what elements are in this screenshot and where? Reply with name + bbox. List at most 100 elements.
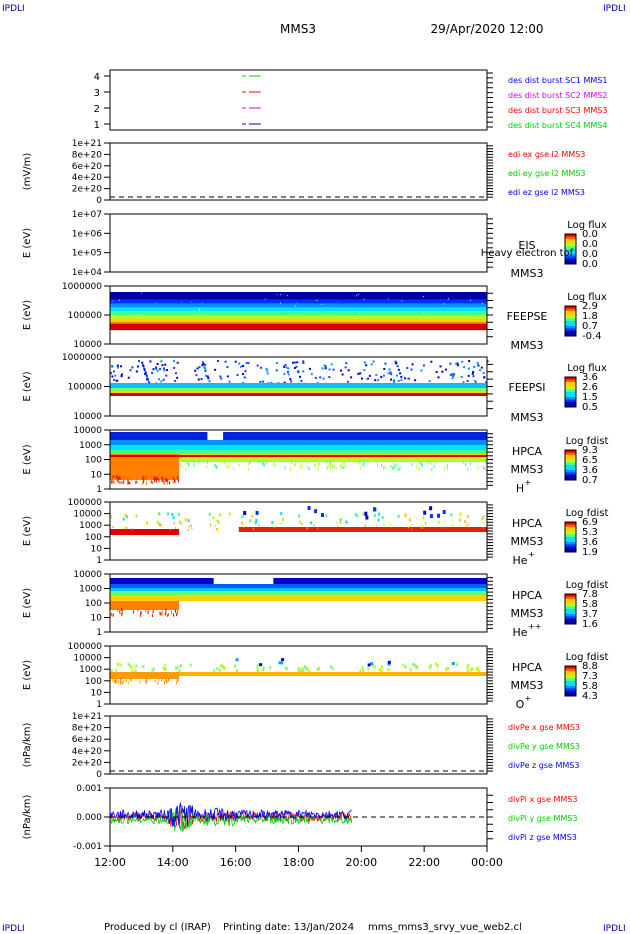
y-tick-label: 1e+07 bbox=[72, 210, 102, 220]
spectral-speck bbox=[266, 372, 269, 375]
spectral-speck bbox=[316, 299, 318, 301]
spectral-speck bbox=[191, 301, 193, 303]
spectral-speck bbox=[301, 466, 303, 470]
spectral-speck bbox=[467, 374, 470, 377]
spectral-speck bbox=[199, 309, 201, 311]
spectral-band bbox=[110, 299, 487, 304]
spectral-speck bbox=[111, 365, 114, 368]
spectral-speck bbox=[215, 524, 217, 527]
colorbar-cell bbox=[565, 389, 576, 393]
spectral-speck bbox=[370, 363, 373, 366]
spectral-speck bbox=[481, 517, 484, 521]
spectral-speck bbox=[420, 461, 422, 465]
spectral-speck bbox=[217, 520, 220, 524]
colorbar-cell bbox=[565, 616, 576, 620]
spectral-speck bbox=[283, 365, 286, 368]
colorbar-cell bbox=[565, 604, 576, 607]
species-label: He bbox=[512, 554, 527, 567]
spectral-band bbox=[110, 383, 487, 388]
spectral-speck bbox=[474, 379, 477, 382]
spectral-speck bbox=[218, 528, 220, 531]
spectral-speck bbox=[153, 476, 155, 480]
spectral-speck bbox=[117, 477, 119, 481]
spectral-speck bbox=[204, 363, 207, 366]
spectral-speck bbox=[174, 609, 176, 613]
spectral-speck bbox=[287, 373, 290, 376]
spectral-speck bbox=[257, 460, 259, 464]
spectral-speck bbox=[285, 667, 288, 671]
x-tick-label: 18:00 bbox=[283, 856, 315, 869]
spectral-speck bbox=[165, 374, 168, 377]
spectral-speck bbox=[286, 295, 288, 297]
spectral-speck bbox=[234, 360, 237, 363]
spectral-speck bbox=[321, 513, 325, 518]
spacecraft-label: MMS3 bbox=[511, 267, 544, 280]
spectral-speck bbox=[137, 608, 139, 612]
spectral-speck bbox=[216, 466, 218, 470]
spectral-speck bbox=[160, 380, 163, 383]
colorbar-title: Log flux bbox=[567, 363, 607, 374]
spectral-speck bbox=[241, 515, 244, 519]
spectral-speck bbox=[160, 524, 162, 527]
y-tick-label: 10000 bbox=[73, 570, 102, 580]
spectral-speck bbox=[328, 376, 331, 379]
spectral-speck bbox=[443, 466, 445, 470]
colorbar-cell bbox=[565, 683, 576, 687]
instrument-label: FEEPSE bbox=[507, 310, 548, 323]
series-line bbox=[109, 806, 352, 833]
colorbar-cell bbox=[565, 452, 576, 456]
spectral-speck bbox=[178, 479, 180, 483]
spectral-speck bbox=[212, 516, 215, 520]
y-axis-label: E (eV) bbox=[22, 588, 33, 618]
spectral-speck bbox=[173, 476, 175, 480]
spectral-speck bbox=[149, 360, 152, 363]
spectral-speck bbox=[249, 519, 252, 523]
spectral-speck bbox=[205, 374, 208, 377]
spectral-speck bbox=[208, 512, 211, 516]
spectral-speck bbox=[186, 461, 188, 465]
colorbar-tick: 6.5 bbox=[582, 455, 598, 466]
spectral-speck bbox=[477, 364, 480, 367]
spectral-speck bbox=[143, 368, 146, 371]
spectral-band bbox=[207, 432, 224, 440]
y-tick-label: -0.001 bbox=[73, 842, 102, 852]
spectral-speck bbox=[147, 608, 149, 612]
spectral-speck bbox=[226, 465, 228, 469]
spectral-speck bbox=[181, 302, 183, 304]
colorbar-cell bbox=[565, 527, 576, 530]
spectral-speck bbox=[165, 608, 167, 612]
spectral-speck bbox=[392, 379, 395, 382]
spectral-speck bbox=[328, 368, 331, 371]
spectral-speck bbox=[420, 369, 423, 372]
spectral-speck bbox=[373, 513, 376, 517]
colorbar-cell bbox=[565, 259, 576, 262]
panel-hpca_h: 10000 1000 100 10 1 E (eV) Log fdist9.36.53.60… bbox=[22, 426, 608, 495]
y-tick-label: 100000 bbox=[68, 311, 103, 321]
spectral-speck bbox=[197, 378, 200, 381]
spectral-speck bbox=[189, 663, 192, 667]
spectral-speck bbox=[477, 666, 480, 670]
spectral-speck bbox=[119, 476, 121, 480]
spectral-speck bbox=[119, 299, 121, 301]
spectral-speck bbox=[461, 360, 464, 363]
panel-feepse: 1000000 100000 10000 E (eV) Log flux2.91.80.… bbox=[22, 282, 607, 352]
colorbar-cell bbox=[565, 379, 576, 383]
spectral-speck bbox=[179, 463, 181, 467]
spectral-speck bbox=[164, 681, 166, 685]
spectral-speck bbox=[177, 665, 180, 669]
y-tick-label: 6e+20 bbox=[72, 162, 103, 172]
colorbar-tick: 3.6 bbox=[582, 465, 598, 476]
spectral-speck bbox=[143, 475, 145, 479]
spectral-speck bbox=[266, 369, 269, 372]
spectral-speck bbox=[195, 374, 198, 377]
spectral-speck bbox=[472, 371, 475, 374]
y-axis-label: E (eV) bbox=[22, 228, 33, 258]
spectral-speck bbox=[475, 314, 477, 316]
spectral-speck bbox=[387, 662, 391, 666]
species-label: O bbox=[516, 698, 525, 711]
spectral-speck bbox=[216, 528, 218, 531]
spectral-speck bbox=[121, 611, 123, 615]
colorbar-cell bbox=[565, 397, 576, 400]
colorbar-cell bbox=[565, 236, 576, 240]
colorbar-frame bbox=[564, 665, 577, 697]
